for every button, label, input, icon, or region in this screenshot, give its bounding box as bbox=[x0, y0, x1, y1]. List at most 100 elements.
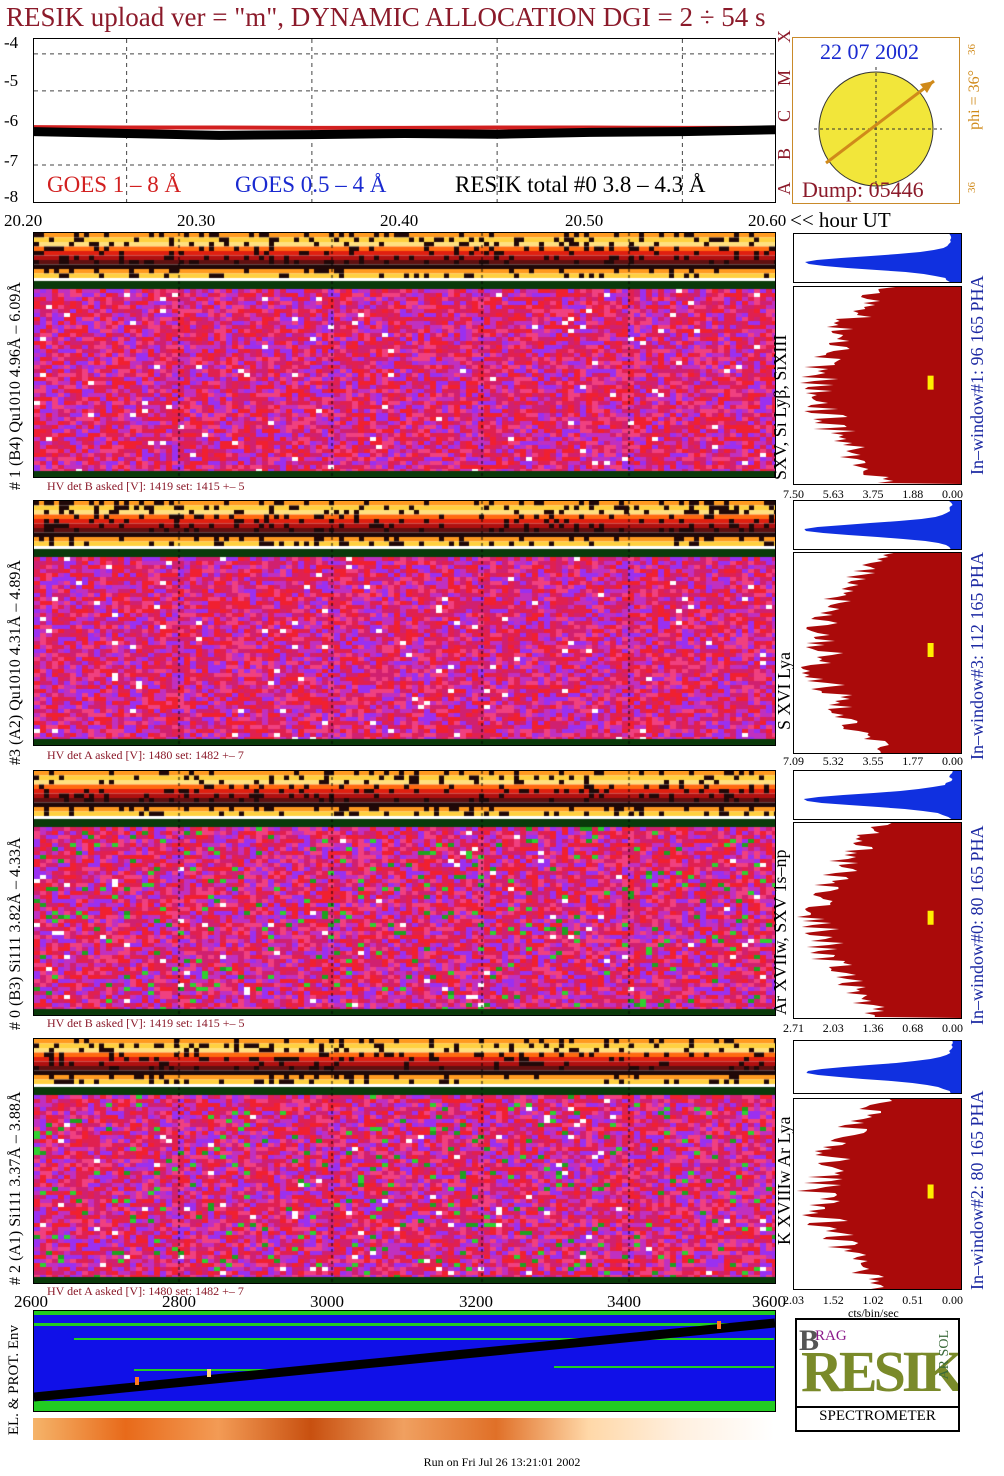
spectral-lines-label: S XVI Lya bbox=[774, 652, 794, 730]
resik-logo: B RAG RESIK SOL AR SPECTROMETER bbox=[795, 1318, 960, 1432]
pha-tick: 1.77 bbox=[902, 754, 924, 768]
pha-tick: 3.75 bbox=[862, 487, 884, 501]
spectrogram-canvas bbox=[34, 771, 775, 1015]
pha-scale-0: 2.71 2.03 1.36 0.68 0.00 bbox=[783, 1021, 963, 1036]
page-title: RESIK upload ver = "m", DYNAMIC ALLOCATI… bbox=[6, 2, 766, 32]
y-tick: -6 bbox=[4, 111, 19, 130]
pha-window-marker bbox=[927, 1184, 934, 1199]
channel-0-spectrogram bbox=[33, 770, 776, 1016]
in-window-count: In–window#3: 112 165 PHA bbox=[967, 552, 987, 760]
channel-2-spectrogram bbox=[33, 1038, 776, 1284]
pha-tick: 2.03 bbox=[822, 1021, 844, 1035]
time-tick: 20.50 bbox=[565, 211, 604, 230]
pha-tick: 0.00 bbox=[942, 487, 963, 501]
channel-label: # 0 (B3) Si111 3.82Å – 4.33Å bbox=[7, 837, 24, 1030]
orbit-tick: 3400 bbox=[607, 1292, 641, 1311]
series-line bbox=[34, 125, 775, 140]
in-window-count: In–window#2: 80 165 PHA bbox=[967, 1090, 987, 1290]
pha-tick: 5.63 bbox=[822, 487, 844, 501]
pha-tick: 2.71 bbox=[783, 1021, 804, 1035]
pha-upper-0 bbox=[793, 770, 962, 820]
pha-tick: 0.00 bbox=[942, 754, 963, 768]
sun-disk-diagram bbox=[792, 37, 960, 204]
pha-tick: 7.09 bbox=[783, 754, 804, 768]
spectral-lines-label: SXV, Si Lyβ, SiXIII bbox=[770, 334, 790, 480]
orbit-tick: 3000 bbox=[310, 1292, 344, 1311]
pha-histogram-fill bbox=[796, 823, 961, 1018]
pha-lower-0 bbox=[793, 822, 962, 1019]
pha-scale-2: 2.03 1.52 1.02 0.51 0.00 bbox=[783, 1293, 963, 1308]
orbit-tick: 3600 bbox=[752, 1292, 786, 1311]
orbit-tick: 2800 bbox=[162, 1292, 196, 1311]
spectral-lines-label: Ar XVIIw, SXV 1s–np bbox=[770, 849, 790, 1016]
pha-tick: 1.52 bbox=[822, 1293, 844, 1307]
pha-upper-1 bbox=[793, 233, 962, 283]
pha-histogram-fill bbox=[796, 1099, 961, 1289]
pha-window-marker bbox=[927, 375, 934, 390]
goes-lightcurve-plot bbox=[34, 39, 775, 202]
pha-tick: 1.88 bbox=[902, 487, 924, 501]
pha-tick: 2.03 bbox=[783, 1293, 804, 1307]
logo-resik-letters: RESIK bbox=[801, 1339, 960, 1404]
pha-histogram-lower bbox=[799, 287, 961, 484]
pha-tick: 3.55 bbox=[862, 754, 884, 768]
hv-status: HV det A asked [V]: 1480 set: 1482 +– 7 bbox=[47, 748, 244, 762]
logo-spectrometer: SPECTROMETER bbox=[797, 1406, 958, 1425]
pha-tick: 0.00 bbox=[942, 1021, 963, 1035]
pha-tick: 1.02 bbox=[862, 1293, 884, 1307]
logo-solar-ar: AR bbox=[937, 1360, 952, 1380]
in-window-count: In–window#0: 80 165 PHA bbox=[967, 825, 987, 1025]
channel-label: #3 (A2) Qu1010 4.31Å – 4.89Å bbox=[7, 560, 24, 765]
pha-tick: 7.50 bbox=[783, 487, 804, 501]
run-info: Run on Fri Jul 26 13:21:01 2002 bbox=[423, 1455, 581, 1469]
pha-histogram-upper bbox=[805, 234, 961, 282]
pha-upper-2 bbox=[793, 1040, 962, 1094]
channel-label: # 2 (A1) Si111 3.37Å – 3.88Å bbox=[7, 1091, 24, 1285]
spectrogram-canvas bbox=[34, 501, 775, 745]
legend-goes-0-5-4: GOES 0.5 – 4 Å bbox=[235, 172, 387, 197]
hv-status: HV det A asked [V]: 1480 set: 1482 +– 7 bbox=[47, 1284, 244, 1298]
pha-histogram-fill bbox=[804, 501, 961, 549]
pha-histogram-lower bbox=[800, 553, 961, 753]
time-tick: 20.20 bbox=[4, 211, 43, 230]
pha-tick: 0.68 bbox=[902, 1021, 924, 1035]
pha-tick: 0.51 bbox=[902, 1293, 924, 1307]
spectrogram-canvas bbox=[34, 1039, 775, 1283]
spectrogram-canvas bbox=[34, 233, 775, 477]
orbit-color-bar bbox=[33, 1418, 774, 1440]
time-unit-label: << hour UT bbox=[790, 208, 891, 232]
y-tick: -7 bbox=[4, 151, 19, 170]
goes-lightcurve-panel bbox=[33, 38, 776, 203]
phi-top-value: 36 bbox=[966, 44, 978, 55]
pha-tick: 1.36 bbox=[862, 1021, 884, 1035]
sun-date: 22 07 2002 bbox=[820, 39, 919, 64]
pha-upper-3 bbox=[793, 500, 962, 550]
y-tick: -8 bbox=[4, 187, 19, 206]
time-tick: 20.30 bbox=[177, 211, 216, 230]
spectral-lines-label: K XVIIIw Ar Lya bbox=[774, 1116, 794, 1245]
orbit-tick: 3200 bbox=[459, 1292, 493, 1311]
environment-label: EL. & PROT. Env bbox=[6, 1325, 22, 1436]
y-tick: -4 bbox=[4, 33, 19, 52]
logo-bragg-b: B bbox=[799, 1324, 820, 1357]
pha-window-marker bbox=[927, 910, 934, 925]
pha-histogram-fill bbox=[800, 553, 961, 753]
hv-status: HV det B asked [V]: 1419 set: 1415 +– 5 bbox=[47, 479, 245, 493]
hv-status: HV det B asked [V]: 1419 set: 1415 +– 5 bbox=[47, 1016, 245, 1030]
dump-number: Dump: 05446 bbox=[802, 177, 924, 202]
legend-resik-total: RESIK total #0 3.8 – 4.3 Å bbox=[455, 172, 706, 197]
pha-unit-label: cts/bin/sec bbox=[848, 1306, 899, 1320]
time-tick: 20.60 bbox=[748, 211, 787, 230]
channel-label: # 1 (B4) Qu1010 4.96Å – 6.09Å bbox=[7, 282, 24, 490]
pha-histogram-upper bbox=[804, 501, 961, 549]
goes-class-scale: X M C B A bbox=[774, 30, 794, 205]
pha-histogram-lower bbox=[796, 823, 961, 1018]
pha-histogram-fill bbox=[803, 771, 961, 819]
sun-position-panel: 22 07 2002 Dump: 05446 bbox=[792, 37, 960, 204]
pha-scale-3: 7.09 5.32 3.55 1.77 0.00 bbox=[783, 754, 963, 769]
pha-lower-1 bbox=[793, 286, 962, 485]
pha-lower-3 bbox=[793, 552, 962, 754]
pha-histogram-upper bbox=[803, 771, 961, 819]
channel-3-spectrogram bbox=[33, 500, 776, 746]
pha-histogram-fill bbox=[806, 1041, 961, 1093]
